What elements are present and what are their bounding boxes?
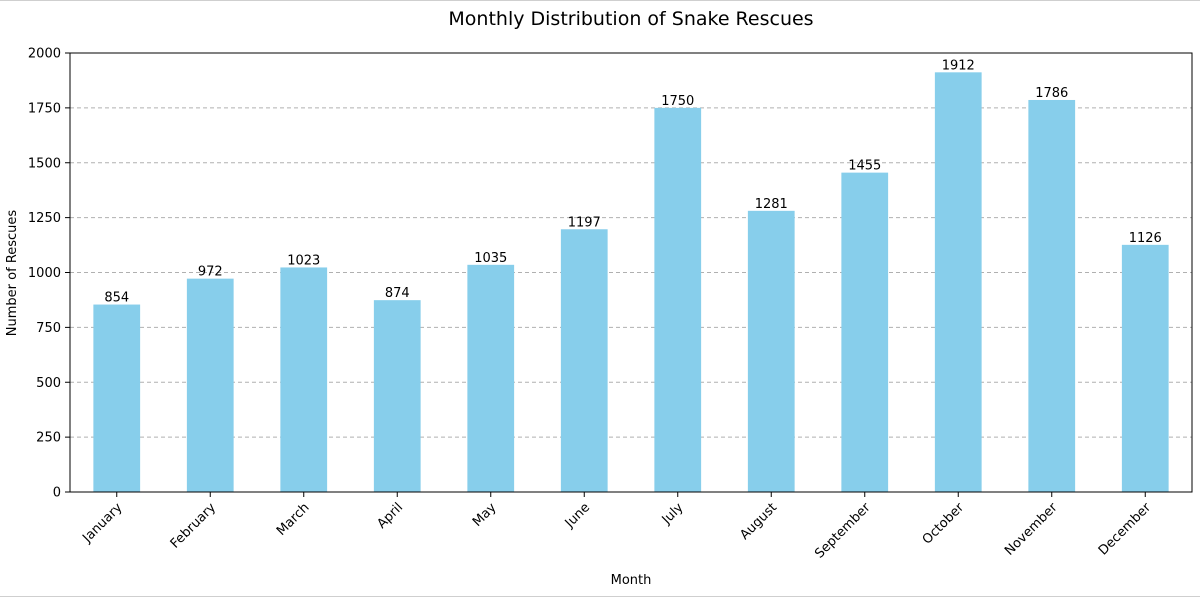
x-tick-label-november: November xyxy=(1002,500,1061,559)
data-label-december: 1126 xyxy=(1129,231,1162,246)
x-tick-label-july: July xyxy=(659,500,687,528)
x-tick-label-october: October xyxy=(920,500,968,548)
chart-title: Monthly Distribution of Snake Rescues xyxy=(448,8,813,30)
y-tick-label: 1500 xyxy=(28,156,61,171)
grid-lines xyxy=(70,107,1192,438)
plot-area-border xyxy=(69,52,1193,493)
bar-june xyxy=(560,229,608,493)
data-label-august: 1281 xyxy=(755,197,788,212)
x-tick-label-may: May xyxy=(470,500,500,530)
x-tick-label-january: January xyxy=(79,500,125,546)
data-label-october: 1912 xyxy=(942,58,975,73)
bar-august xyxy=(747,210,795,492)
data-label-february: 972 xyxy=(198,265,223,280)
x-tick-label-december: December xyxy=(1096,500,1155,559)
x-tick-label-march: March xyxy=(274,500,313,539)
bar-january xyxy=(93,304,141,492)
bar-september xyxy=(841,172,889,492)
y-tick-label: 1750 xyxy=(28,101,61,116)
x-axis-label: Month xyxy=(611,573,652,588)
x-tick-label-august: August xyxy=(737,500,780,543)
bar-april xyxy=(373,300,421,492)
y-tick-label: 1000 xyxy=(28,266,61,281)
bar-february xyxy=(186,278,234,492)
bars xyxy=(93,72,1169,493)
x-tick-label-april: April xyxy=(374,500,406,532)
data-label-january: 854 xyxy=(104,291,129,306)
x-tick-label-february: February xyxy=(168,500,220,552)
data-label-november: 1786 xyxy=(1035,86,1068,101)
bar-july xyxy=(654,107,702,492)
x-tick-label-september: September xyxy=(812,500,874,562)
x-tick-label-june: June xyxy=(562,500,593,531)
y-tick-label: 500 xyxy=(36,376,61,391)
y-axis-ticks: 0 250 500 750 1000 1250 1500 1750 2000 xyxy=(28,47,70,501)
data-label-september: 1455 xyxy=(848,159,881,174)
y-tick-label: 250 xyxy=(36,431,61,446)
y-tick-label: 0 xyxy=(53,486,61,501)
data-label-june: 1197 xyxy=(568,215,601,230)
bar-march xyxy=(280,267,328,492)
bar-december xyxy=(1121,244,1169,492)
data-label-march: 1023 xyxy=(287,253,320,268)
data-label-may: 1035 xyxy=(474,251,507,266)
bar-october xyxy=(934,72,982,492)
data-labels: 854 972 1023 874 1035 1197 1750 1281 1455 1912 178… xyxy=(104,58,1161,305)
data-label-july: 1750 xyxy=(661,94,694,109)
x-axis-ticks: January February March April May June July Augu… xyxy=(79,492,1155,562)
bar-november xyxy=(1028,99,1076,493)
y-axis-label: Number of Rescues xyxy=(5,210,20,337)
bar-may xyxy=(467,264,515,492)
y-tick-label: 750 xyxy=(36,321,61,336)
data-label-april: 874 xyxy=(385,286,410,301)
y-tick-label: 1250 xyxy=(28,211,61,226)
y-tick-label: 2000 xyxy=(28,47,61,62)
